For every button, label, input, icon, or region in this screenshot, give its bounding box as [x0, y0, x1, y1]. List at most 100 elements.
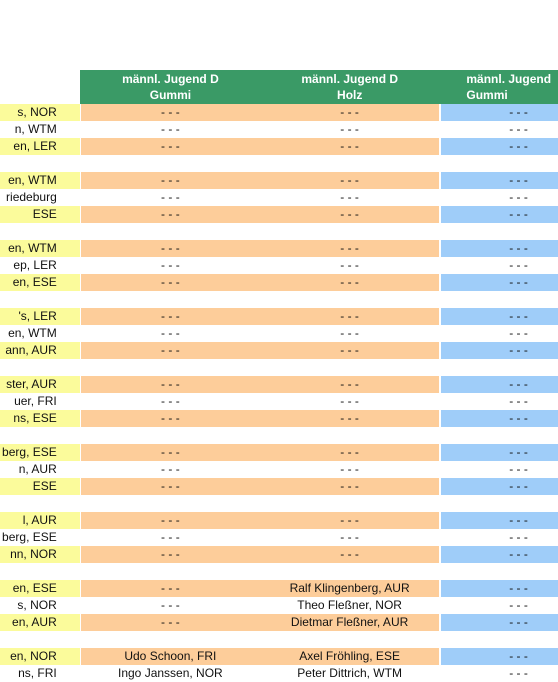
table-cell	[80, 495, 260, 512]
table-cell	[0, 359, 80, 376]
spacer-row	[0, 427, 558, 444]
column-header-line2: Gummi	[149, 88, 192, 102]
column-header: end C	[0, 70, 80, 104]
table-cell: - - -	[259, 410, 440, 427]
spacer-row	[0, 223, 558, 240]
column-header: männl. Jugend D Holz	[260, 70, 439, 104]
table-cell: - - -	[509, 326, 528, 340]
table-cell	[80, 155, 260, 172]
table-row: uer, FRI - - - - - - - - -	[0, 393, 558, 410]
table-row: berg, ESE - - -- - -- - -	[0, 444, 558, 461]
table-cell: ESE	[0, 478, 80, 495]
spacer-row	[0, 359, 558, 376]
table-cell	[259, 291, 440, 308]
column-header-line1: end C	[26, 80, 60, 94]
table-row: s, NOR - - - Theo Fleßner, NOR - - -	[0, 597, 558, 614]
table-row: ann, AUR - - -- - -- - -	[0, 342, 558, 359]
table-cell: - - -	[340, 462, 359, 476]
table-cell: - - -	[80, 342, 260, 359]
table-cell: - - -	[509, 190, 528, 204]
column-header-line2: Gummi	[466, 88, 508, 102]
table-cell: - - -	[340, 258, 359, 272]
table-cell	[0, 631, 80, 648]
table-cell: - - -	[340, 530, 359, 544]
table-cell: Axel Fröhling, ESE	[259, 648, 440, 665]
table-row: ESE - - -- - -- - -	[0, 478, 558, 495]
table-cell: - - -	[340, 394, 359, 408]
table-cell: - - -	[509, 530, 528, 544]
table-row: n, WTM - - - - - - - - -	[0, 121, 558, 138]
table-cell: - - -	[441, 444, 558, 461]
table-cell: - - -	[80, 614, 260, 631]
column-header-line2: Holz	[337, 88, 363, 102]
table-row: en, WTM - - -- - -- - -	[0, 172, 558, 189]
table-cell	[441, 223, 558, 240]
table-cell	[259, 155, 440, 172]
table-cell: - - -	[80, 546, 260, 563]
table-cell	[259, 359, 440, 376]
table-row: ster, AUR - - -- - -- - -	[0, 376, 558, 393]
table-cell: - - -	[80, 478, 260, 495]
table-cell: n, AUR	[0, 461, 80, 478]
table-cell: - - -	[441, 240, 558, 257]
table-cell	[80, 223, 260, 240]
table-cell: en, LER	[0, 138, 80, 155]
table-row: ESE - - -- - -- - -	[0, 206, 558, 223]
table-cell: - - -	[509, 666, 528, 680]
table-cell: ns, FRI	[0, 665, 80, 682]
table-cell: en, WTM	[0, 325, 80, 342]
table-cell: - - -	[161, 258, 180, 272]
table-cell: Peter Dittrich, WTM	[297, 666, 402, 680]
table-cell	[259, 563, 440, 580]
table-cell: - - -	[161, 190, 180, 204]
table-cell: en, ESE	[0, 580, 80, 597]
table-cell: - - -	[161, 394, 180, 408]
table-cell: - - -	[259, 512, 440, 529]
table-cell: Udo Schoon, FRI	[80, 648, 260, 665]
table-cell: - - -	[259, 240, 440, 257]
table-row: en, ESE - - - Ralf Klingenberg, AUR - - -	[0, 580, 558, 597]
table-cell: ESE	[0, 206, 80, 223]
table-cell: ster, AUR	[0, 376, 80, 393]
table-cell	[441, 291, 558, 308]
table-cell: en, NOR	[0, 648, 80, 665]
table-cell: - - -	[161, 122, 180, 136]
table-cell: nn, NOR	[0, 546, 80, 563]
table-cell: en, WTM	[0, 172, 80, 189]
table-cell: Dietmar Fleßner, AUR	[259, 614, 440, 631]
spacer-row	[0, 291, 558, 308]
table-cell: Ingo Janssen, NOR	[118, 666, 223, 680]
table-cell: - - -	[441, 274, 558, 291]
table-cell: en, AUR	[0, 614, 80, 631]
table-row: en, WTM - - -- - -- - -	[0, 240, 558, 257]
table-cell: - - -	[80, 206, 260, 223]
table-cell: en, ESE	[0, 274, 80, 291]
table-cell	[0, 155, 80, 172]
table-cell: - - -	[441, 376, 558, 393]
table-cell: - - -	[509, 462, 528, 476]
table-cell: - - -	[259, 478, 440, 495]
table-cell	[441, 427, 558, 444]
table-header: end C männl. Jugend D Gummi männl. Jugen…	[0, 70, 558, 104]
table-cell	[80, 631, 260, 648]
table-cell: 's, LER	[0, 308, 80, 325]
table-cell: Theo Fleßner, NOR	[297, 598, 402, 612]
table-cell	[441, 359, 558, 376]
table-cell: ep, LER	[0, 257, 80, 274]
table-cell: - - -	[259, 342, 440, 359]
table-cell: uer, FRI	[0, 393, 80, 410]
table-cell: - - -	[509, 258, 528, 272]
table-cell: - - -	[80, 512, 260, 529]
table-cell	[0, 223, 80, 240]
table-cell: - - -	[259, 376, 440, 393]
table-row: en, ESE - - -- - -- - -	[0, 274, 558, 291]
table-row: ns, ESE - - -- - -- - -	[0, 410, 558, 427]
table-row: s, NOR - - -- - -- - -	[0, 104, 558, 121]
table-cell: l, AUR	[0, 512, 80, 529]
table-cell: - - -	[161, 326, 180, 340]
table-row: en, NOR Udo Schoon, FRI Axel Fröhling, ESE…	[0, 648, 558, 665]
table-cell: - - -	[161, 598, 180, 612]
table-cell: - - -	[441, 580, 558, 597]
table-cell: - - -	[340, 122, 359, 136]
table-cell	[441, 631, 558, 648]
